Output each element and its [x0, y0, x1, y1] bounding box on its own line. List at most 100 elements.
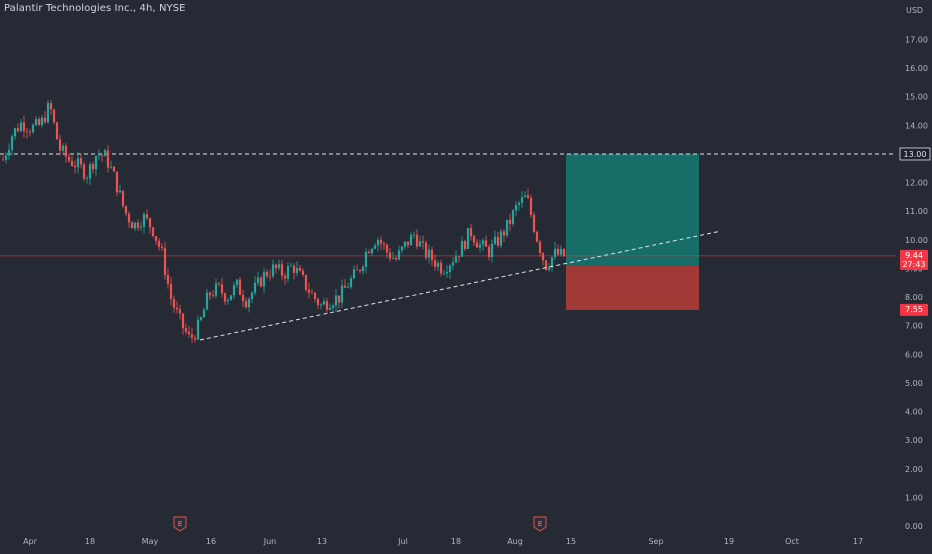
candle-body — [544, 260, 548, 270]
candle-body — [511, 210, 515, 224]
candle-body — [223, 293, 227, 302]
candle — [235, 278, 239, 289]
y-tick-label: 3.00 — [905, 436, 923, 445]
candle-body — [367, 251, 371, 254]
candle-body — [208, 292, 212, 296]
candle-body — [550, 257, 554, 268]
candle-body — [280, 264, 284, 276]
candle-body — [310, 292, 314, 294]
x-tick-label: 17 — [853, 537, 863, 546]
candle — [484, 235, 488, 247]
candle-body — [346, 287, 350, 288]
candle-body — [169, 283, 173, 300]
candle — [91, 161, 95, 174]
candle-body — [286, 266, 290, 279]
candle — [523, 191, 527, 198]
candle — [265, 269, 269, 279]
candle — [136, 219, 140, 231]
candle-body — [430, 249, 434, 261]
x-tick-label: Apr — [23, 537, 38, 546]
target-price-tag: 13.00 — [899, 147, 931, 161]
y-tick-label: 7.00 — [905, 322, 923, 331]
x-tick-label: 19 — [724, 537, 734, 546]
y-tick-label: 10.00 — [905, 236, 928, 245]
candle — [241, 289, 245, 308]
y-tick-label: 17.00 — [905, 36, 928, 45]
candle — [160, 243, 164, 252]
y-tick-label: 16.00 — [905, 64, 928, 73]
candle — [535, 230, 539, 243]
candle-body — [121, 190, 125, 207]
candle-body — [301, 270, 305, 276]
candle — [514, 200, 518, 217]
candle-body — [103, 150, 107, 157]
candle — [361, 264, 365, 275]
candle — [232, 281, 236, 300]
candle — [247, 297, 251, 313]
candle — [115, 171, 119, 197]
candle — [421, 235, 425, 250]
candle-body — [349, 278, 353, 288]
candle — [124, 205, 128, 217]
candle-body — [112, 166, 116, 172]
candle-body — [358, 270, 362, 272]
candle — [487, 244, 491, 261]
candle-body — [421, 241, 425, 243]
candle — [337, 295, 341, 309]
target-price-tag-text: 13.00 — [904, 150, 927, 159]
candle-body — [7, 149, 11, 156]
candle — [547, 263, 551, 273]
candle — [325, 297, 329, 314]
candle-body — [1, 159, 5, 161]
candle — [133, 221, 137, 232]
candle-body — [10, 136, 14, 150]
candle-body — [205, 292, 209, 310]
x-tick-label: Oct — [785, 537, 799, 546]
candle — [181, 312, 185, 336]
candle — [88, 162, 92, 186]
candle-body — [325, 301, 329, 310]
candle — [22, 115, 26, 138]
candle — [409, 232, 413, 246]
candle — [13, 127, 17, 140]
candle — [457, 256, 461, 263]
candle — [436, 260, 440, 272]
candle — [319, 302, 323, 310]
candle — [394, 254, 398, 262]
candle — [448, 263, 452, 279]
candle — [400, 245, 404, 254]
y-tick-label: 0.00 — [905, 522, 923, 531]
candle — [478, 239, 482, 253]
candle — [85, 175, 89, 184]
candle-body — [508, 219, 512, 224]
candle-body — [475, 242, 479, 248]
candle-body — [562, 248, 566, 257]
candle-body — [16, 128, 20, 132]
candle — [280, 260, 284, 280]
candle-body — [493, 236, 497, 244]
candle — [262, 267, 266, 294]
candle-body — [439, 262, 443, 274]
candle-body — [220, 284, 224, 294]
candle-body — [553, 248, 557, 258]
candle-body — [175, 307, 179, 310]
candle — [184, 323, 188, 335]
candle-body — [295, 267, 299, 273]
candle-body — [145, 214, 149, 219]
candle-body — [160, 246, 164, 248]
candle-body — [529, 197, 533, 215]
candle-body — [538, 241, 542, 253]
y-tick-label: 6.00 — [905, 350, 923, 359]
candle-body — [322, 301, 326, 305]
candle — [331, 303, 335, 311]
candle-body — [364, 251, 368, 267]
candle-body — [139, 226, 143, 228]
candle — [130, 221, 134, 229]
candle-body — [253, 282, 257, 293]
candle-body — [274, 264, 278, 269]
candle-body — [289, 265, 293, 267]
candle-body — [193, 337, 197, 340]
candle — [7, 143, 11, 160]
